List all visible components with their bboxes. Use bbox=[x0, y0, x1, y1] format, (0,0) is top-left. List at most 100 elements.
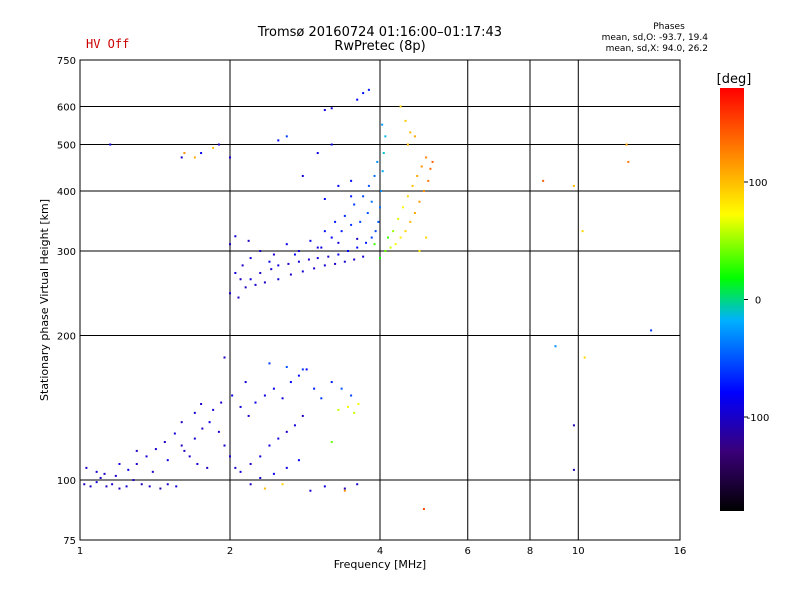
phase-x-line: mean, sd,X: 94.0, 26.2 bbox=[605, 44, 708, 54]
data-point bbox=[200, 152, 203, 155]
data-point bbox=[418, 250, 421, 253]
y-tick-label: 400 bbox=[57, 187, 76, 198]
data-point bbox=[406, 195, 409, 198]
data-point bbox=[313, 267, 316, 270]
data-point bbox=[343, 489, 346, 492]
data-point bbox=[330, 107, 333, 110]
data-point bbox=[268, 260, 271, 263]
data-point bbox=[223, 356, 226, 359]
y-tick-label: 600 bbox=[57, 103, 76, 114]
data-point bbox=[163, 441, 166, 444]
data-point bbox=[422, 190, 425, 193]
data-point bbox=[399, 105, 402, 108]
data-point bbox=[293, 253, 296, 256]
data-point bbox=[125, 485, 128, 488]
chart-title: Tromsø 20160724 01:16:00–01:17:43 RwPret… bbox=[240, 26, 520, 54]
data-point bbox=[554, 345, 557, 348]
data-point bbox=[208, 421, 211, 424]
data-point bbox=[166, 483, 169, 486]
data-point bbox=[180, 444, 183, 447]
data-point bbox=[239, 278, 242, 281]
data-point bbox=[281, 397, 284, 400]
data-point bbox=[239, 405, 242, 408]
data-point bbox=[223, 444, 226, 447]
title-line-2: RwPretec (8p) bbox=[334, 39, 426, 54]
data-point bbox=[334, 262, 337, 265]
data-point bbox=[413, 135, 416, 138]
data-point bbox=[392, 230, 395, 233]
data-point bbox=[337, 253, 340, 256]
data-point bbox=[323, 230, 326, 233]
data-point bbox=[356, 246, 359, 249]
data-point bbox=[151, 470, 154, 473]
data-point bbox=[247, 239, 250, 242]
colorbar bbox=[720, 88, 744, 511]
data-point bbox=[277, 139, 280, 142]
data-point bbox=[285, 365, 288, 368]
data-point bbox=[268, 362, 271, 365]
data-point bbox=[337, 241, 340, 244]
data-point bbox=[145, 455, 148, 458]
data-point bbox=[254, 401, 257, 404]
data-point bbox=[180, 421, 183, 424]
data-point bbox=[323, 109, 326, 112]
data-point bbox=[350, 394, 353, 397]
colorbar-tick-label: 100 bbox=[748, 178, 767, 189]
x-tick-label: 2 bbox=[227, 546, 233, 557]
data-point bbox=[650, 329, 653, 332]
data-point bbox=[217, 430, 220, 433]
data-point bbox=[229, 156, 231, 159]
data-point bbox=[237, 296, 240, 299]
y-tick-label: 75 bbox=[63, 536, 76, 547]
data-point bbox=[277, 437, 280, 440]
data-point bbox=[323, 264, 326, 267]
y-axis-label: Stationary phase Virtual Height [km] bbox=[38, 199, 51, 401]
data-point bbox=[127, 468, 130, 471]
data-point bbox=[572, 424, 575, 427]
data-point bbox=[572, 468, 575, 471]
data-point bbox=[89, 485, 92, 488]
data-point bbox=[287, 262, 290, 265]
data-point bbox=[337, 184, 340, 187]
data-point bbox=[301, 414, 304, 417]
data-point bbox=[379, 206, 381, 209]
x-tick-label: 16 bbox=[674, 546, 687, 557]
data-point bbox=[297, 459, 300, 462]
data-point bbox=[99, 476, 102, 479]
data-point bbox=[249, 462, 252, 465]
y-tick-label: 500 bbox=[57, 141, 76, 152]
data-point bbox=[357, 403, 360, 406]
data-point bbox=[105, 485, 108, 488]
data-point bbox=[239, 470, 242, 473]
data-point bbox=[427, 179, 430, 182]
data-point bbox=[330, 381, 333, 384]
data-point bbox=[404, 230, 407, 233]
data-point bbox=[272, 253, 275, 256]
data-point bbox=[413, 212, 416, 215]
data-point bbox=[229, 243, 231, 246]
data-point bbox=[625, 143, 628, 146]
data-point bbox=[272, 472, 275, 475]
data-point bbox=[259, 271, 262, 274]
data-point bbox=[409, 220, 412, 223]
data-point bbox=[343, 487, 346, 490]
data-point bbox=[431, 160, 434, 163]
data-point bbox=[381, 170, 384, 173]
data-point bbox=[353, 411, 356, 414]
data-point bbox=[118, 462, 121, 465]
data-point bbox=[376, 160, 379, 163]
data-point bbox=[309, 239, 312, 242]
data-point bbox=[320, 397, 323, 400]
data-point bbox=[350, 195, 353, 198]
data-point bbox=[244, 381, 247, 384]
data-point bbox=[268, 444, 271, 447]
data-point bbox=[330, 236, 333, 239]
data-point bbox=[370, 236, 373, 239]
x-tick-label: 8 bbox=[527, 546, 533, 557]
data-point bbox=[418, 200, 421, 203]
data-point bbox=[188, 455, 191, 458]
data-point bbox=[297, 374, 300, 377]
data-point bbox=[356, 237, 359, 240]
data-point bbox=[367, 184, 370, 187]
